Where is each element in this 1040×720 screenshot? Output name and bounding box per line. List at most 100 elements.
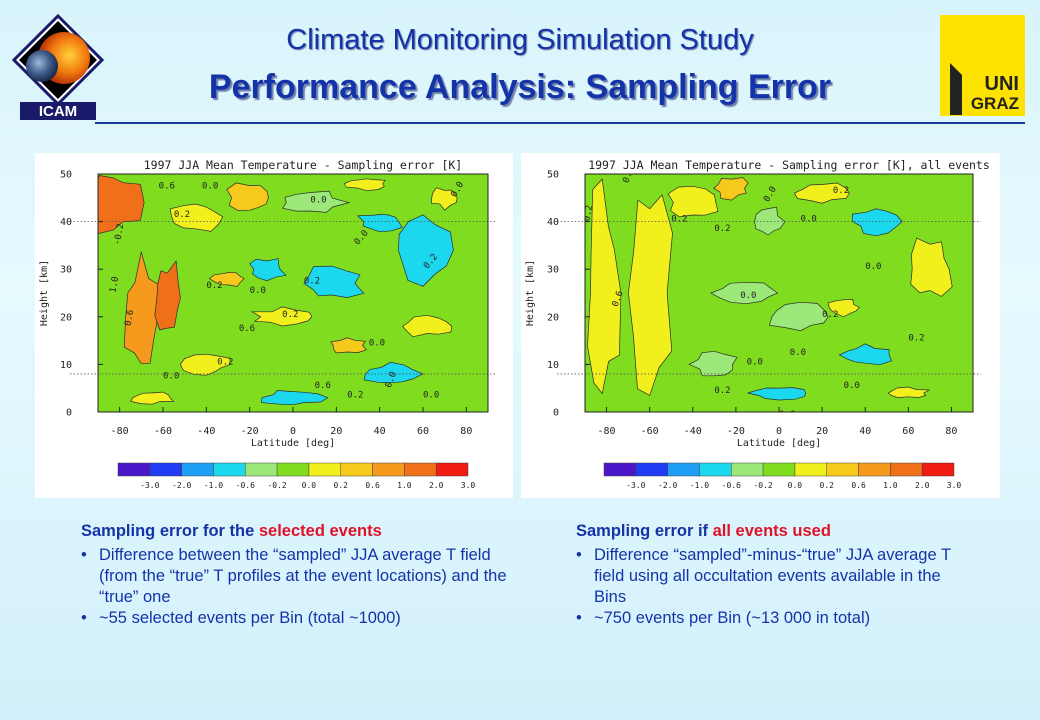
colorbar-tick-label: -0.6 xyxy=(236,481,255,490)
colorbar-swatch xyxy=(762,462,796,477)
contour-region xyxy=(343,178,386,192)
contour-label: 0.6 xyxy=(779,410,795,420)
contour-label: 0.0 xyxy=(202,181,218,191)
contour-region xyxy=(154,260,181,331)
x-tick-label: 80 xyxy=(460,426,472,437)
heatmap-field: 0.6 0.2 0.0 -0.2 1.0 0.6 0.2 0.0 0.2 0.0 0.2 0.0 0.6… xyxy=(98,174,488,412)
colorbar-swatch xyxy=(404,462,437,477)
colorbar-swatch xyxy=(435,462,469,477)
caption-bullet: Difference “sampled”-minus-“true” JJA av… xyxy=(576,545,976,608)
colorbar-swatch xyxy=(149,462,182,477)
contour-label: 0.0 xyxy=(250,286,266,296)
colorbar-tick-label: -3.0 xyxy=(626,481,645,490)
contour-label: 0.0 xyxy=(844,381,860,391)
graz-logo-text: GRAZ xyxy=(970,94,1019,113)
contour-label: 0.6 xyxy=(159,181,175,191)
contour-label: 0.2 xyxy=(582,204,595,222)
colorbar-swatch xyxy=(826,462,859,477)
contour-label: 0.2 xyxy=(714,386,730,396)
contour-label: 1.0 xyxy=(108,276,121,294)
contour-label: 0.0 xyxy=(747,357,763,367)
caption-selected-events: Sampling error for the selected events D… xyxy=(81,521,521,629)
contour-label: 0.2 xyxy=(908,334,924,344)
contour-region xyxy=(710,281,779,305)
heatmap-chart: 1997 JJA Mean Temperature - Sampling err… xyxy=(39,158,496,490)
contour-region xyxy=(303,265,365,298)
y-tick-label: 30 xyxy=(547,265,559,276)
x-tick-label: 80 xyxy=(945,426,957,437)
x-tick-label: -20 xyxy=(241,426,259,437)
colorbar-tick-label: -2.0 xyxy=(172,481,191,490)
caption-bullet: ~750 events per Bin (~13 000 in total) xyxy=(576,608,976,629)
x-tick-label: 20 xyxy=(330,426,342,437)
colorbar-tick-label: 0.6 xyxy=(851,481,866,490)
contour-label: 0.0 xyxy=(865,262,881,272)
chart-panel-selected-events: 1997 JJA Mean Temperature - Sampling err… xyxy=(35,153,513,498)
contour-label: 0.0 xyxy=(622,166,637,185)
contour-region xyxy=(838,343,893,366)
colorbar-swatch xyxy=(308,462,341,477)
x-tick-label: -80 xyxy=(111,426,129,437)
colorbar-swatch xyxy=(794,462,827,477)
contour-label: 0.2 xyxy=(347,391,363,401)
colorbar-swatch xyxy=(890,462,923,477)
contour-label: -0.2 xyxy=(113,223,127,246)
caption-all-events: Sampling error if all events used Differ… xyxy=(576,521,976,629)
chart-title: 1997 JJA Mean Temperature - Sampling err… xyxy=(588,158,990,172)
x-tick-label: -80 xyxy=(598,426,616,437)
x-tick-label: 60 xyxy=(902,426,914,437)
colorbar-swatch xyxy=(340,462,373,477)
colorbar-tick-label: 1.0 xyxy=(397,481,412,490)
contour-label: 0.2 xyxy=(206,281,222,291)
colorbar-swatch xyxy=(635,462,668,477)
y-tick-label: 0 xyxy=(66,408,72,419)
contour-label: 0.0 xyxy=(801,215,817,225)
colorbar-tick-label: -0.6 xyxy=(722,481,741,490)
y-tick-label: 10 xyxy=(547,360,559,371)
contour-region xyxy=(851,208,903,237)
contour-region xyxy=(356,214,403,233)
contour-label: 0.2 xyxy=(174,210,190,220)
colorbar-swatch xyxy=(699,462,732,477)
contour-label: 0.0 xyxy=(740,291,756,301)
colorbar-tick-label: 3.0 xyxy=(461,481,476,490)
x-tick-label: -60 xyxy=(641,426,659,437)
contour-region xyxy=(226,182,269,211)
contour-region xyxy=(628,194,673,396)
x-tick-label: 0 xyxy=(290,426,296,437)
caption-bullet: ~55 selected events per Bin (total ~1000… xyxy=(81,608,521,629)
contour-label: 0.2 xyxy=(282,310,298,320)
caption-heading: Sampling error if all events used xyxy=(576,522,831,540)
chart-title: 1997 JJA Mean Temperature - Sampling err… xyxy=(144,158,463,172)
contour-label: 0.2 xyxy=(833,186,849,196)
y-tick-label: 50 xyxy=(60,170,72,181)
contour-region xyxy=(431,187,458,211)
icam-logo: ICAM xyxy=(11,13,105,122)
colorbar-tick-label: 0.2 xyxy=(334,481,349,490)
colorbar-tick-label: 0.0 xyxy=(302,481,317,490)
contour-label: 0.0 xyxy=(423,391,439,401)
page-subtitle: Performance Analysis: Sampling Error xyxy=(208,68,832,106)
colorbar-tick-label: -0.2 xyxy=(753,481,772,490)
colorbar-tick-label: -1.0 xyxy=(690,481,709,490)
contour-label: 0.6 xyxy=(315,381,331,391)
contour-label: 0.2 xyxy=(671,215,687,225)
contour-region xyxy=(249,258,287,282)
contour-region xyxy=(179,353,231,376)
heatmap-chart: 1997 JJA Mean Temperature - Sampling err… xyxy=(525,158,990,490)
contour-region xyxy=(910,237,953,297)
colorbar-swatch xyxy=(276,462,310,477)
colorbar-swatch xyxy=(921,462,955,477)
x-tick-label: 40 xyxy=(374,426,386,437)
contour-region xyxy=(887,386,931,398)
contour-region xyxy=(261,390,329,406)
y-tick-label: 40 xyxy=(547,217,559,228)
y-tick-label: 20 xyxy=(60,312,72,323)
contour-label: 0.0 xyxy=(369,338,385,348)
contour-label: 0.2 xyxy=(822,310,838,320)
contour-label: 0.6 xyxy=(239,324,255,334)
colorbar-swatch xyxy=(667,462,700,477)
y-tick-label: 0 xyxy=(553,408,559,419)
contour-label: 0.0 xyxy=(790,348,806,358)
colorbar-swatch xyxy=(731,462,764,477)
